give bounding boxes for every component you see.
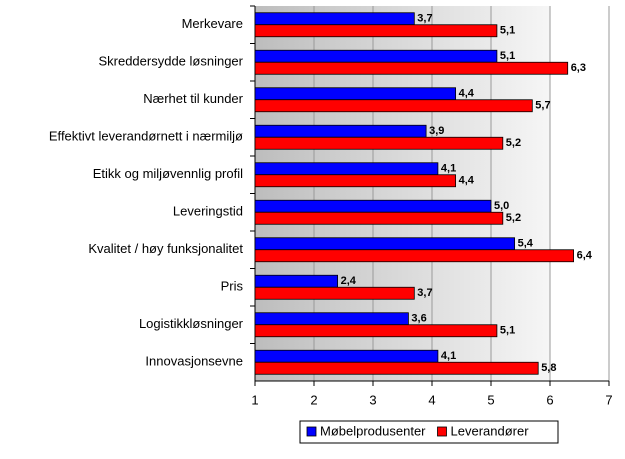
bar xyxy=(254,61,569,75)
value-label: 5,1 xyxy=(500,25,515,37)
bar xyxy=(254,199,492,213)
value-label: 3,7 xyxy=(417,13,432,25)
value-label: 4,1 xyxy=(441,350,456,362)
bar xyxy=(254,136,504,150)
value-label: 5,8 xyxy=(541,362,556,374)
bar xyxy=(254,324,498,338)
y-tick-label: Merkevare xyxy=(182,16,243,31)
x-tick-label: 4 xyxy=(428,392,435,407)
bar xyxy=(254,286,415,300)
value-label: 3,7 xyxy=(417,287,432,299)
x-tick-label: 3 xyxy=(369,392,376,407)
bar xyxy=(254,87,457,101)
x-tick-label: 5 xyxy=(487,392,494,407)
value-label: 5,7 xyxy=(535,100,550,112)
value-label: 4,4 xyxy=(459,88,475,100)
y-tick-label: Nærhet til kunder xyxy=(143,91,243,106)
bar xyxy=(254,174,457,188)
legend-label: Leverandører xyxy=(451,423,530,438)
value-label: 4,4 xyxy=(459,175,475,187)
x-tick-label: 7 xyxy=(605,392,612,407)
legend-box xyxy=(299,420,559,444)
bar xyxy=(254,249,575,263)
y-tick-label: Etikk og miljøvennlig profil xyxy=(93,166,243,181)
value-label: 3,9 xyxy=(429,125,444,137)
bar xyxy=(254,124,427,138)
value-label: 5,2 xyxy=(506,137,521,149)
bar xyxy=(254,349,439,363)
value-label: 2,4 xyxy=(341,275,357,287)
y-tick-label: Leveringstid xyxy=(173,204,243,219)
value-label: 5,1 xyxy=(500,325,515,337)
legend-swatch xyxy=(437,426,447,437)
value-label: 4,1 xyxy=(441,163,456,175)
bar xyxy=(254,12,415,26)
y-tick-label: Kvalitet / høy funksjonalitet xyxy=(88,241,243,256)
bar xyxy=(254,237,516,251)
y-tick-label: Skreddersydde løsninger xyxy=(98,54,243,69)
value-label: 6,4 xyxy=(577,250,593,262)
bar xyxy=(254,211,504,225)
value-label: 5,1 xyxy=(500,50,515,62)
y-tick-label: Innovasjonsevne xyxy=(145,354,243,369)
value-label: 5,4 xyxy=(518,238,534,250)
bar xyxy=(254,312,409,326)
x-tick-label: 6 xyxy=(546,392,553,407)
x-tick-label: 2 xyxy=(310,392,317,407)
value-label: 5,0 xyxy=(494,200,509,212)
bar xyxy=(254,274,338,288)
y-tick-label: Logistikkløsninger xyxy=(139,316,244,331)
legend: Møbelprodusenter Leverandører xyxy=(299,420,559,444)
value-label: 6,3 xyxy=(571,62,586,74)
bar xyxy=(254,49,498,63)
value-label: 3,6 xyxy=(411,313,426,325)
bar xyxy=(254,162,439,176)
bar xyxy=(254,361,539,375)
x-tick-label: 1 xyxy=(251,392,258,407)
y-tick-label: Pris xyxy=(221,279,244,294)
bar xyxy=(254,99,533,113)
legend-label: Møbelprodusenter xyxy=(320,423,426,438)
bar xyxy=(254,24,498,38)
y-tick-label: Effektivt leverandørnett i nærmiljø xyxy=(49,129,243,144)
legend-swatch xyxy=(306,426,317,437)
value-label: 5,2 xyxy=(506,212,521,224)
